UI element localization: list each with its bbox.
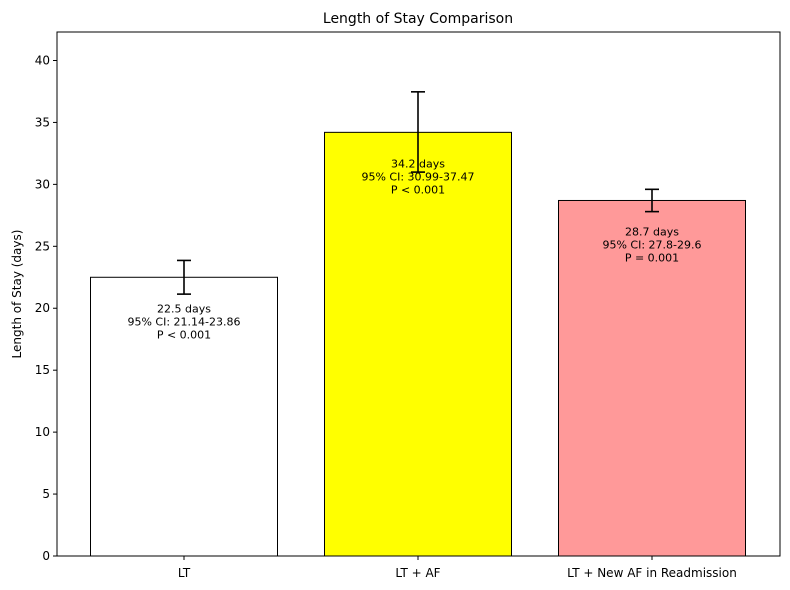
y-tick-label: 15: [35, 363, 50, 377]
bar-annotation-line: P = 0.001: [625, 251, 679, 264]
y-tick-label: 5: [42, 487, 50, 501]
bars-group: [90, 131, 746, 557]
x-tick-label: LT: [178, 566, 191, 580]
chart-title: Length of Stay Comparison: [323, 11, 513, 27]
y-tick-label: 20: [35, 301, 50, 315]
x-axis: LT LT + AF LT + New AF in Readmission: [178, 556, 737, 580]
bar-annotation-line: 22.5 days: [157, 302, 211, 315]
bar-lt-af: [324, 131, 512, 557]
bar-annotation-line: 28.7 days: [625, 225, 679, 238]
x-tick-label: LT + New AF in Readmission: [567, 566, 737, 580]
y-tick-label: 0: [42, 549, 50, 563]
y-axis-label: Length of Stay (days): [10, 230, 24, 359]
bar-annotation-line: 95% CI: 30.99-37.47: [361, 170, 474, 183]
y-tick-label: 25: [35, 239, 50, 253]
plot-frame: [56, 31, 781, 557]
y-tick-label: 30: [35, 177, 50, 191]
bar-annotation-line: 34.2 days: [391, 157, 445, 170]
bar-annotation-line: P < 0.001: [157, 328, 211, 341]
y-tick-label: 10: [35, 425, 50, 439]
y-tick-label: 35: [35, 115, 50, 129]
error-bars-group: [177, 91, 659, 295]
y-tick-label: 40: [35, 53, 50, 67]
bar-annotation-line: 95% CI: 21.14-23.86: [127, 315, 240, 328]
bar-annotation-line: 95% CI: 27.8-29.6: [602, 238, 701, 251]
bar-annotation-line: P < 0.001: [391, 183, 445, 196]
bar-lt: [90, 276, 278, 557]
y-axis: 0 5 10 15 20 25 30 35 40: [35, 53, 57, 563]
x-tick-label: LT + AF: [395, 566, 440, 580]
